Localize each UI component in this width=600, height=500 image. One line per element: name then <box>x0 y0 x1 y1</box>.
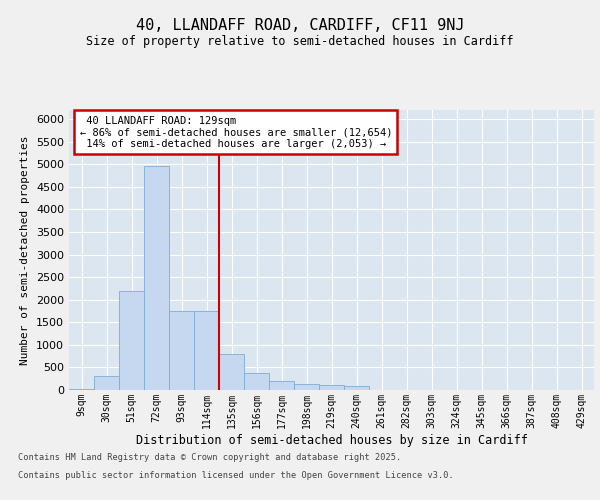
Bar <box>219 354 244 390</box>
Text: Contains HM Land Registry data © Crown copyright and database right 2025.: Contains HM Land Registry data © Crown c… <box>18 452 401 462</box>
Bar <box>244 373 269 390</box>
Bar <box>194 311 219 390</box>
Bar <box>94 376 119 390</box>
Bar <box>294 384 319 390</box>
Y-axis label: Number of semi-detached properties: Number of semi-detached properties <box>20 135 31 365</box>
Bar <box>169 311 194 390</box>
Bar <box>269 381 294 390</box>
Bar <box>144 166 169 390</box>
Bar <box>344 386 369 390</box>
Bar <box>119 290 144 390</box>
X-axis label: Distribution of semi-detached houses by size in Cardiff: Distribution of semi-detached houses by … <box>136 434 527 446</box>
Text: 40, LLANDAFF ROAD, CARDIFF, CF11 9NJ: 40, LLANDAFF ROAD, CARDIFF, CF11 9NJ <box>136 18 464 32</box>
Text: Size of property relative to semi-detached houses in Cardiff: Size of property relative to semi-detach… <box>86 35 514 48</box>
Bar <box>319 386 344 390</box>
Bar <box>69 388 94 390</box>
Text: 40 LLANDAFF ROAD: 129sqm
← 86% of semi-detached houses are smaller (12,654)
 14%: 40 LLANDAFF ROAD: 129sqm ← 86% of semi-d… <box>79 116 392 149</box>
Text: Contains public sector information licensed under the Open Government Licence v3: Contains public sector information licen… <box>18 471 454 480</box>
